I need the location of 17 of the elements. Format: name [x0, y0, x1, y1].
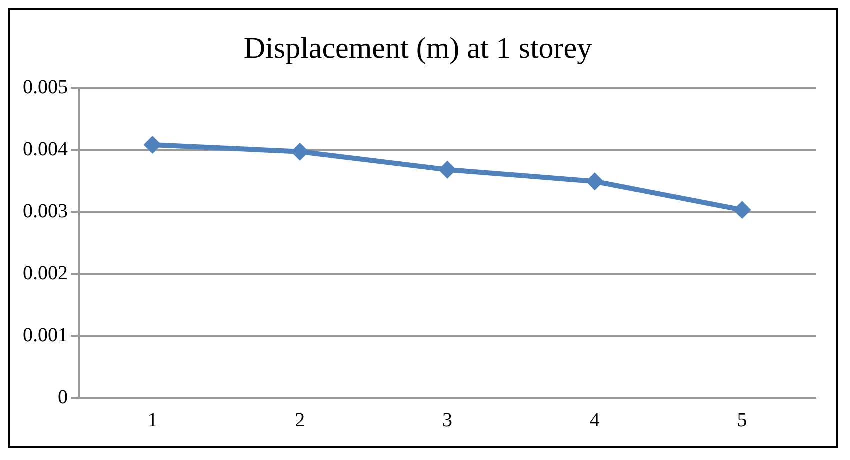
point: [438, 160, 456, 179]
y-tick-label: 0.004: [23, 138, 68, 160]
x-tick-label: 5: [737, 409, 748, 432]
y-tick-label: 0.002: [23, 262, 68, 284]
y-tick-label: 0: [58, 386, 68, 408]
x-tick-label: 3: [442, 409, 452, 432]
x-tick-label: 4: [590, 409, 600, 432]
x-tick-label: 2: [295, 409, 306, 432]
chart-title: Displacement (m) at 1 storey: [244, 32, 592, 65]
point: [733, 201, 752, 220]
point: [144, 136, 162, 154]
y-tick-label: 0.005: [23, 76, 68, 98]
y-tick-label: 0.001: [23, 324, 68, 346]
point: [586, 172, 604, 191]
point: [291, 142, 310, 161]
x-tick-label: 1: [148, 409, 158, 432]
y-tick-label: 0.003: [23, 200, 68, 222]
